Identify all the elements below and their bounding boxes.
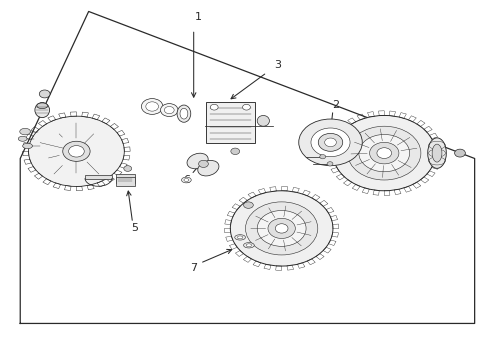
Ellipse shape bbox=[184, 179, 189, 181]
Circle shape bbox=[142, 99, 163, 114]
Circle shape bbox=[333, 116, 436, 191]
Circle shape bbox=[318, 134, 343, 151]
Text: 5: 5 bbox=[131, 224, 139, 233]
Circle shape bbox=[369, 142, 399, 164]
Circle shape bbox=[275, 224, 288, 233]
Text: 2: 2 bbox=[332, 100, 339, 110]
Ellipse shape bbox=[23, 143, 32, 149]
Ellipse shape bbox=[257, 116, 270, 126]
Ellipse shape bbox=[18, 136, 27, 141]
Circle shape bbox=[347, 126, 421, 180]
Ellipse shape bbox=[238, 236, 243, 239]
Circle shape bbox=[299, 119, 362, 166]
Circle shape bbox=[164, 107, 174, 114]
Ellipse shape bbox=[181, 177, 191, 183]
Circle shape bbox=[359, 134, 410, 172]
FancyBboxPatch shape bbox=[116, 177, 135, 186]
Circle shape bbox=[146, 102, 159, 111]
Circle shape bbox=[377, 148, 392, 158]
Circle shape bbox=[455, 149, 466, 157]
Ellipse shape bbox=[235, 235, 245, 240]
Circle shape bbox=[39, 90, 50, 98]
Text: 1: 1 bbox=[195, 12, 202, 22]
Circle shape bbox=[28, 116, 124, 186]
Circle shape bbox=[257, 211, 306, 246]
Circle shape bbox=[63, 141, 90, 161]
Ellipse shape bbox=[244, 243, 254, 248]
Circle shape bbox=[320, 154, 326, 159]
Ellipse shape bbox=[246, 244, 251, 247]
Ellipse shape bbox=[35, 103, 49, 118]
Circle shape bbox=[268, 219, 295, 238]
Ellipse shape bbox=[177, 105, 191, 122]
Text: 7: 7 bbox=[190, 263, 197, 273]
FancyBboxPatch shape bbox=[116, 174, 135, 183]
Ellipse shape bbox=[180, 108, 188, 119]
FancyBboxPatch shape bbox=[206, 102, 255, 143]
Circle shape bbox=[210, 104, 218, 110]
Circle shape bbox=[198, 160, 208, 167]
FancyBboxPatch shape bbox=[85, 175, 112, 179]
Ellipse shape bbox=[20, 129, 30, 135]
Circle shape bbox=[160, 104, 178, 117]
Ellipse shape bbox=[244, 202, 253, 208]
Ellipse shape bbox=[428, 138, 446, 168]
Circle shape bbox=[231, 148, 240, 154]
Circle shape bbox=[230, 191, 333, 266]
Circle shape bbox=[124, 166, 132, 171]
Circle shape bbox=[327, 162, 333, 166]
Circle shape bbox=[325, 138, 336, 147]
Ellipse shape bbox=[432, 144, 442, 162]
Ellipse shape bbox=[198, 161, 219, 176]
Circle shape bbox=[245, 202, 318, 255]
Ellipse shape bbox=[187, 153, 208, 169]
Text: 3: 3 bbox=[274, 60, 281, 70]
Text: 6: 6 bbox=[183, 175, 190, 185]
Circle shape bbox=[69, 145, 84, 157]
Circle shape bbox=[311, 128, 350, 157]
Circle shape bbox=[243, 104, 250, 110]
Ellipse shape bbox=[37, 103, 48, 109]
